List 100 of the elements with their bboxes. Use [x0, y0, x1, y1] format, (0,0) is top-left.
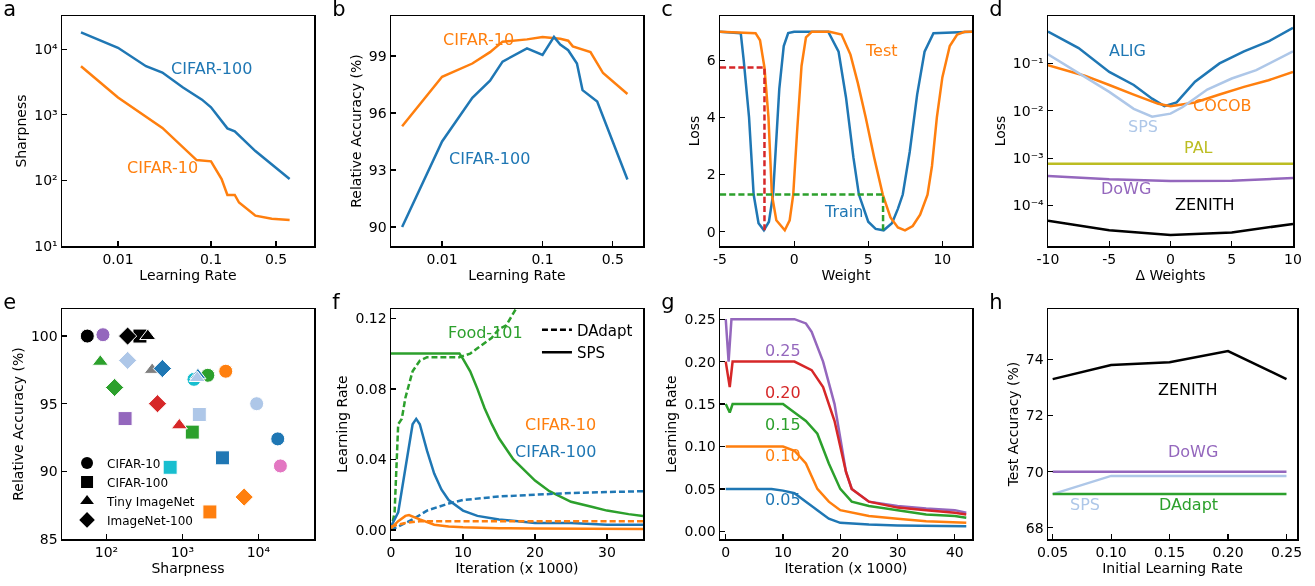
- legend-label: ImageNet-100: [107, 513, 193, 528]
- chart-title: b: [332, 0, 346, 22]
- series-label: 0.25: [764, 341, 801, 360]
- y-axis-title: Relative Accuracy (%): [347, 54, 364, 208]
- legend-label: DAdapt: [576, 321, 633, 340]
- y-tick-label: 0.05: [684, 480, 716, 497]
- series-label: CIFAR-100: [171, 59, 253, 78]
- x-tick-label: 10⁴: [246, 544, 271, 561]
- series-label: CIFAR-10: [127, 158, 199, 177]
- x-tick-label: 0: [789, 251, 799, 268]
- y-tick-label: 90: [39, 463, 58, 480]
- y-tick-label: 100: [30, 327, 58, 344]
- series-label: ALIG: [1109, 41, 1147, 60]
- x-tick-label: 0.01: [102, 251, 134, 268]
- y-tick-label: 10¹: [34, 237, 58, 254]
- y-tick-label: 0.00: [684, 523, 716, 540]
- y-axis-title: Sharpness: [13, 94, 30, 168]
- x-tick-label: 0.5: [601, 251, 624, 268]
- series-label: CIFAR-10: [442, 30, 514, 49]
- x-tick-label: 10: [453, 544, 472, 561]
- y-tick-label: 0.00: [355, 521, 387, 538]
- chart-title: d: [989, 0, 1003, 22]
- y-tick-label: 93: [368, 161, 387, 178]
- y-tick-label: 10⁻¹: [1013, 55, 1044, 72]
- x-tick-label: 0: [720, 544, 730, 561]
- line-series: [723, 360, 968, 516]
- x-tick-label: 0.1: [531, 251, 554, 268]
- y-tick-label: 90: [368, 218, 387, 235]
- x-tick-label: 10: [1284, 251, 1303, 268]
- legend-label: CIFAR-100: [107, 475, 169, 490]
- series-label: CIFAR-100: [448, 149, 531, 168]
- y-tick-label: 0.20: [684, 353, 716, 370]
- y-axis-title: Loss: [685, 115, 702, 147]
- series-label: DAdapt: [1159, 495, 1219, 514]
- line-series: [1051, 349, 1288, 381]
- annotation: CIFAR-100: [514, 442, 597, 461]
- y-tick-label: 0.12: [355, 310, 387, 327]
- x-tick-label: 5: [863, 251, 873, 268]
- series-label: DoWG: [1168, 442, 1219, 461]
- series-label: COCOB: [1193, 96, 1252, 115]
- series-label: DoWG: [1101, 179, 1152, 198]
- y-tick-label: 10³: [34, 106, 58, 123]
- y-tick-label: 99: [368, 47, 387, 64]
- y-tick-label: 0.25: [684, 311, 716, 328]
- legend-label: CIFAR-10: [107, 456, 161, 471]
- line-series: [719, 30, 972, 232]
- y-tick-label: 0.15: [684, 395, 716, 412]
- x-tick-label: -5: [1102, 251, 1117, 268]
- y-tick-label: 0.10: [684, 438, 716, 455]
- y-axis-title: Learning Rate: [662, 375, 679, 473]
- legend-label: Tiny ImageNet: [106, 494, 195, 509]
- x-axis-title: Iteration (x 1000): [783, 560, 908, 577]
- x-tick-label: 30: [597, 544, 616, 561]
- x-axis-title: Learning Rate: [139, 267, 237, 284]
- x-tick-label: 0.05: [1037, 544, 1069, 561]
- chart-title: c: [660, 0, 673, 22]
- x-tick-label: 0.20: [1212, 544, 1244, 561]
- x-tick-label: 10³: [170, 544, 195, 561]
- series-label: SPS: [1128, 117, 1159, 136]
- line-series: [390, 417, 643, 528]
- x-axis-title: Sharpness: [151, 560, 225, 577]
- y-axis-title: Relative Accuracy (%): [9, 347, 26, 501]
- x-axis-title: Δ Weights: [1135, 267, 1206, 284]
- series-label: ZENITH: [1175, 195, 1235, 214]
- x-axis-title: Iteration (x 1000): [455, 560, 579, 577]
- y-tick-label: 4: [706, 109, 716, 126]
- x-axis-title: Learning Rate: [468, 267, 566, 284]
- line-series: [723, 402, 968, 520]
- y-tick-label: 0.04: [355, 451, 387, 468]
- y-axis-title: Loss: [991, 115, 1008, 147]
- x-tick-label: 20: [830, 544, 849, 561]
- x-tick-label: 10: [773, 544, 792, 561]
- series-label: 0.10: [764, 446, 801, 465]
- x-tick-label: 0.25: [1271, 544, 1303, 561]
- x-tick-label: -10: [1036, 251, 1060, 268]
- series-label: SPS: [1070, 495, 1101, 514]
- x-tick-label: 0.15: [1154, 544, 1186, 561]
- y-tick-label: 10⁻²: [1013, 102, 1044, 119]
- legend-label: SPS: [576, 344, 605, 363]
- chart-title: f: [332, 290, 341, 315]
- y-tick-label: 10⁻³: [1013, 150, 1044, 167]
- y-tick-label: 0.08: [355, 380, 387, 397]
- y-tick-label: 10²: [34, 172, 58, 189]
- series-label: 0.05: [764, 490, 801, 509]
- line-series: [723, 445, 968, 525]
- x-tick-label: 0: [1166, 251, 1176, 268]
- x-tick-label: 40: [945, 544, 964, 561]
- y-axis-title: Learning Rate: [334, 375, 351, 473]
- y-tick-label: 74: [1026, 351, 1045, 368]
- x-tick-label: 5: [1227, 251, 1237, 268]
- x-tick-label: -5: [712, 251, 727, 268]
- chart-title: e: [3, 290, 17, 315]
- annotation: CIFAR-10: [524, 415, 596, 434]
- x-axis-title: Initial Learning Rate: [1102, 560, 1244, 577]
- series-label: Test: [864, 41, 898, 60]
- y-tick-label: 6: [706, 52, 716, 69]
- y-axis-title: Test Accuracy (%): [1004, 361, 1021, 488]
- x-tick-label: 0.01: [426, 251, 458, 268]
- series-label: 0.20: [764, 383, 801, 402]
- y-tick-label: 10⁴: [34, 41, 59, 58]
